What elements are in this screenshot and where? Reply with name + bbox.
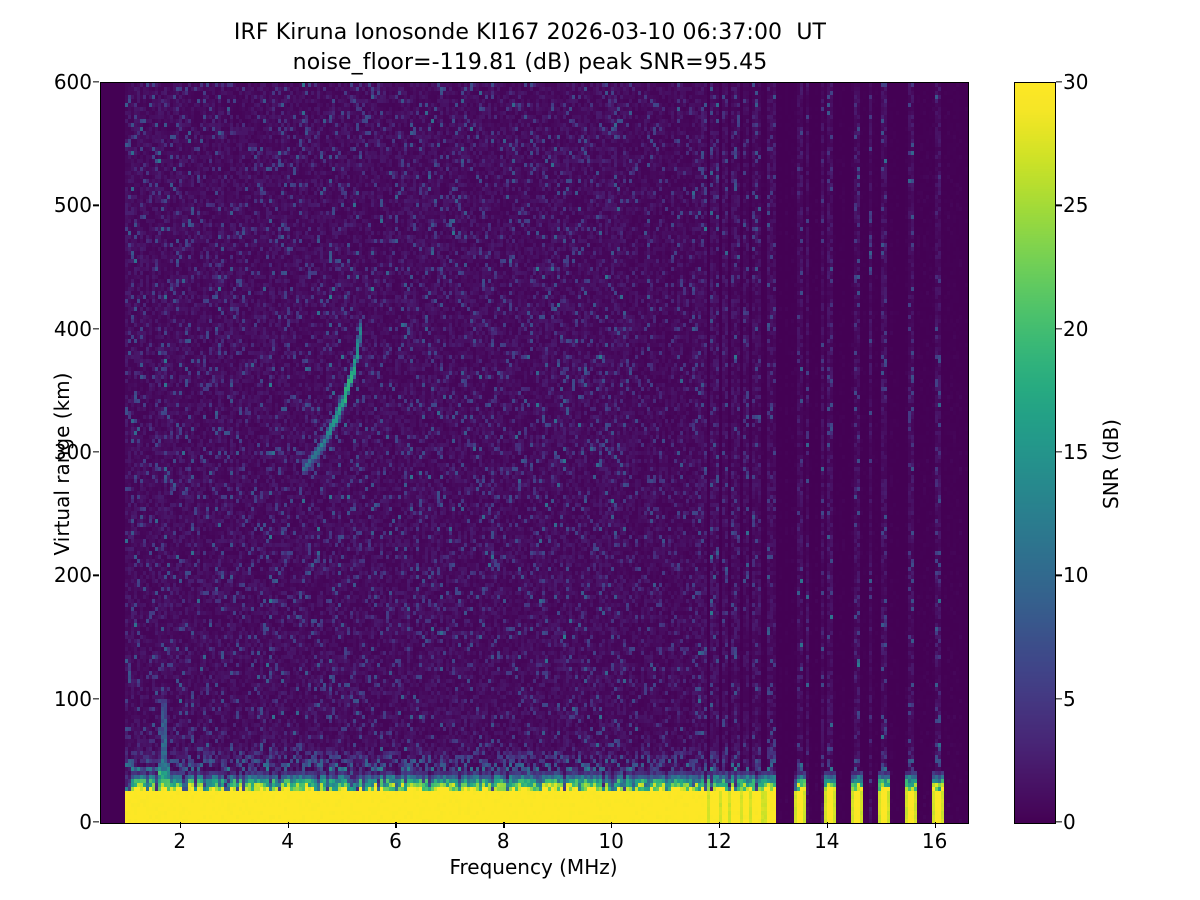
colorbar-tick-mark [1056, 451, 1062, 453]
y-tick-label-300: 300 [53, 440, 92, 464]
x-tick-mark [179, 822, 182, 828]
y-tick-mark [93, 698, 99, 700]
y-axis-label: Virtual range (km) [50, 372, 74, 556]
colorbar-tick-label-5: 5 [1063, 686, 1076, 711]
y-tick-mark [93, 328, 99, 330]
x-tick-mark [503, 822, 505, 828]
x-tick-label-8: 8 [496, 829, 510, 853]
title-line-secondary: noise_floor=-119.81 (dB) peak SNR=95.45 [292, 50, 768, 75]
x-tick-label-2: 2 [173, 829, 187, 853]
x-tick-label-16: 16 [921, 829, 948, 853]
x-tick-label-12: 12 [706, 829, 732, 853]
x-tick-mark [611, 822, 613, 828]
colorbar-tick-mark [1056, 821, 1062, 823]
y-tick-label-400: 400 [53, 316, 92, 341]
y-tick-label-0: 0 [79, 810, 92, 834]
x-tick-mark [395, 822, 397, 828]
y-tick-mark [93, 451, 99, 453]
colorbar-tick-label-20: 20 [1063, 316, 1089, 341]
x-tick-mark [287, 822, 289, 828]
colorbar-tick-mark [1056, 204, 1062, 206]
colorbar-tick-mark [1056, 574, 1062, 576]
colorbar-tick-mark [1056, 698, 1062, 700]
y-tick-mark [93, 204, 99, 206]
y-tick-label-500: 500 [53, 193, 92, 218]
x-tick-label-14: 14 [814, 829, 840, 853]
y-tick-mark [93, 574, 99, 576]
colorbar-tick-label-0: 0 [1063, 810, 1076, 834]
y-tick-label-600: 600 [53, 70, 92, 94]
colorbar-tick-label-10: 10 [1063, 563, 1089, 588]
colorbar-tick-label-30: 30 [1063, 70, 1089, 94]
x-tick-label-4: 4 [281, 829, 294, 853]
figure-title: IRF Kiruna Ionosonde KI167 2026-03-10 06… [0, 18, 1060, 78]
colorbar-gradient [1015, 83, 1055, 823]
colorbar-tick-label-25: 25 [1063, 193, 1089, 218]
y-tick-label-200: 200 [53, 563, 92, 588]
colorbar[interactable] [1014, 82, 1056, 824]
y-tick-mark [93, 821, 99, 823]
colorbar-tick-label-15: 15 [1063, 440, 1089, 464]
title-line-primary: IRF Kiruna Ionosonde KI167 2026-03-10 06… [233, 20, 827, 45]
ionogram-plot-area[interactable] [100, 82, 969, 824]
y-tick-mark [93, 81, 99, 83]
colorbar-tick-mark [1056, 81, 1062, 83]
y-tick-label-100: 100 [53, 686, 92, 711]
x-tick-mark [718, 822, 721, 828]
colorbar-label: SNR (dB) [1099, 419, 1123, 509]
x-tick-label-6: 6 [389, 829, 402, 853]
x-tick-label-10: 10 [598, 829, 624, 853]
x-tick-mark [934, 822, 936, 828]
colorbar-tick-mark [1056, 328, 1062, 330]
x-axis-label: Frequency (MHz) [449, 855, 618, 879]
ionogram-heatmap [101, 83, 968, 823]
x-tick-mark [826, 822, 829, 828]
